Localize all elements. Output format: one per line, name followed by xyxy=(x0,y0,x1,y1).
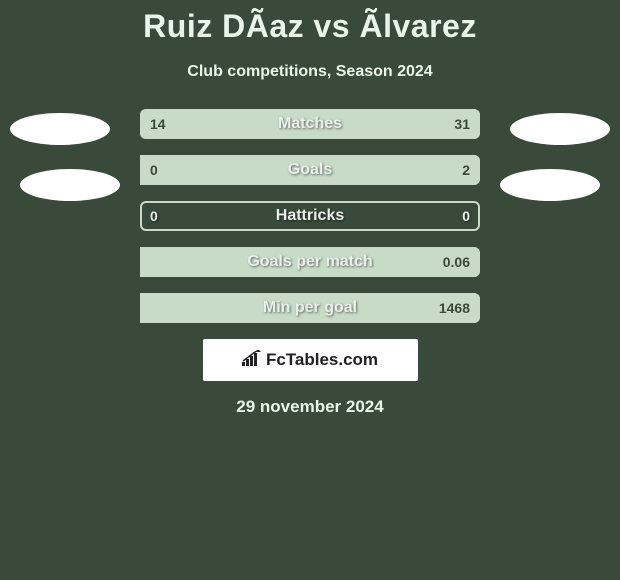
bar-label: Min per goal xyxy=(263,299,357,317)
bar-value-left: 14 xyxy=(150,116,166,132)
chart-icon xyxy=(242,350,262,371)
stat-bar: Goals 0 2 xyxy=(140,155,480,185)
bar-value-left: 0 xyxy=(150,208,158,224)
stat-bar: Hattricks 0 0 xyxy=(140,201,480,231)
bar-label: Matches xyxy=(278,115,342,133)
stat-bar: Matches 14 31 xyxy=(140,109,480,139)
bar-value-right: 0.06 xyxy=(443,254,470,270)
player-left-avatar-2 xyxy=(20,169,120,201)
comparison-chart: Matches 14 31 Goals 0 2 Hattricks 0 0 Goals per m… xyxy=(0,109,620,417)
page-title: Ruiz DÃ­az vs Ãlvarez xyxy=(0,0,620,45)
bars-container: Matches 14 31 Goals 0 2 Hattricks 0 0 Goals per m… xyxy=(140,109,480,323)
bar-label: Hattricks xyxy=(276,207,344,225)
player-right-avatar-2 xyxy=(500,169,600,201)
logo-text: FcTables.com xyxy=(242,350,378,371)
bar-value-right: 0 xyxy=(462,208,470,224)
date-label: 29 november 2024 xyxy=(0,397,620,417)
bar-label: Goals per match xyxy=(247,253,372,271)
page-subtitle: Club competitions, Season 2024 xyxy=(0,63,620,81)
bar-label: Goals xyxy=(288,161,332,179)
logo-box[interactable]: FcTables.com xyxy=(203,339,418,381)
bar-value-right: 1468 xyxy=(439,300,470,316)
logo-label: FcTables.com xyxy=(266,350,378,370)
bar-value-left: 0 xyxy=(150,162,158,178)
player-left-avatar xyxy=(10,113,110,145)
player-right-avatar xyxy=(510,113,610,145)
stat-bar: Goals per match 0.06 xyxy=(140,247,480,277)
stat-bar: Min per goal 1468 xyxy=(140,293,480,323)
bar-value-right: 2 xyxy=(462,162,470,178)
bar-value-right: 31 xyxy=(454,116,470,132)
